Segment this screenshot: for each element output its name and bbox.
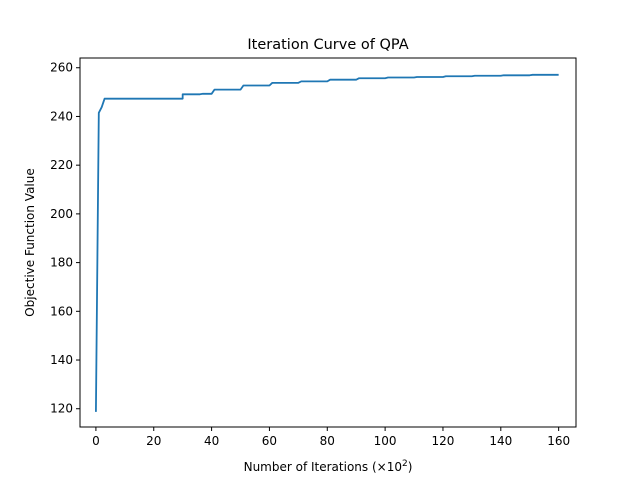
y-axis-label: Objective Function Value xyxy=(23,168,37,317)
x-axis: 0 20 40 60 80 100 120 140 160 xyxy=(92,427,570,448)
x-tick-label: 80 xyxy=(320,434,335,448)
plot-area xyxy=(95,73,559,412)
x-tick-label: 120 xyxy=(432,434,455,448)
x-axis-label-end: ) xyxy=(408,460,413,474)
x-tick-label: 0 xyxy=(92,434,100,448)
y-axis: 120 140 160 180 200 220 240 260 xyxy=(50,61,80,416)
x-axis-label-exponent: 2 xyxy=(402,459,408,469)
y-tick-label: 120 xyxy=(50,402,73,416)
x-axis-label-base: Number of Iterations (×10 xyxy=(244,460,402,474)
y-tick-label: 260 xyxy=(50,61,73,75)
plot-frame xyxy=(79,57,577,428)
x-tick-label: 60 xyxy=(262,434,277,448)
x-axis-label: Number of Iterations (×102) xyxy=(244,459,413,474)
y-tick-label: 160 xyxy=(50,304,73,318)
y-tick-label: 240 xyxy=(50,109,73,123)
x-tick-label: 20 xyxy=(146,434,161,448)
y-tick-label: 180 xyxy=(50,256,73,270)
series-line-0 xyxy=(95,73,559,412)
x-tick-label: 160 xyxy=(547,434,570,448)
y-tick-label: 220 xyxy=(50,158,73,172)
chart-title: Iteration Curve of QPA xyxy=(247,37,408,53)
y-tick-label: 200 xyxy=(50,207,73,221)
x-tick-label: 140 xyxy=(489,434,512,448)
x-tick-label: 40 xyxy=(204,434,219,448)
y-tick-label: 140 xyxy=(50,353,73,367)
x-tick-label: 100 xyxy=(374,434,397,448)
